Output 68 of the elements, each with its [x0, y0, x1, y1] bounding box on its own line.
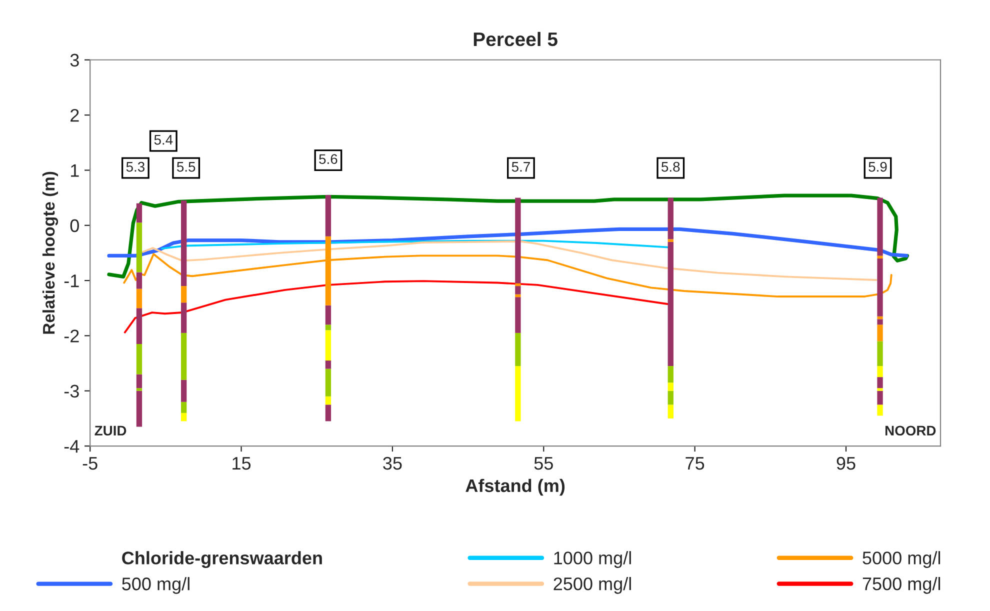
line-series [107, 227, 908, 258]
bar [877, 404, 883, 416]
x-tick-label: -5 [82, 457, 98, 470]
x-tick-label: 15 [232, 457, 251, 470]
line-series [124, 280, 670, 334]
bar [515, 297, 521, 333]
y-tick-label: -3 [64, 384, 79, 398]
y-tick-label: 0 [70, 219, 79, 232]
bar [136, 203, 142, 223]
bar [136, 388, 142, 391]
annotation: 5.3 [126, 162, 144, 172]
x-tick-label: 55 [534, 457, 553, 470]
y-tick-label: -4 [64, 440, 80, 453]
line-series [142, 240, 878, 281]
bar [136, 308, 142, 344]
bar [877, 256, 883, 258]
bar [180, 200, 187, 286]
annotation: 5.8 [662, 162, 680, 172]
legend-label: 1000 mg/l [554, 551, 631, 568]
bar [180, 380, 187, 402]
bar [180, 332, 187, 380]
bar [515, 283, 521, 286]
bar [180, 302, 187, 333]
bar [668, 404, 674, 418]
y-tick-label: -1 [64, 274, 79, 288]
legend-label: 5000 mg/l [862, 551, 940, 568]
annotation: 5.5 [176, 162, 196, 172]
chart-title: Perceel 5 [474, 32, 558, 46]
annotation: 5.7 [512, 162, 530, 172]
annotation: 5.4 [154, 135, 173, 145]
x-tick-label: 35 [383, 456, 402, 470]
annotation: ZUID [94, 426, 126, 436]
bar [180, 286, 187, 303]
x-tick-label: 95 [836, 456, 856, 470]
y-tick-label: -2 [64, 330, 79, 342]
y-axis-title: Relatieve hoogte (m) [42, 172, 58, 334]
bar [136, 288, 142, 308]
bar [136, 272, 142, 289]
bar [136, 344, 142, 374]
bar [515, 366, 521, 422]
bar [180, 412, 187, 422]
bar [136, 374, 142, 388]
annotation: 5.6 [319, 154, 338, 164]
bar [515, 332, 521, 366]
bar [668, 242, 674, 366]
legend-label: 500 mg/l [122, 577, 190, 594]
annotation: 5.9 [868, 162, 887, 172]
legend-label: 7500 mg/l [862, 576, 940, 594]
bar [325, 305, 332, 325]
annotation: NOORD [885, 426, 936, 436]
bar [668, 366, 674, 383]
bar [877, 258, 883, 316]
bar [180, 402, 187, 413]
bar [668, 198, 674, 240]
y-tick-label: 3 [70, 54, 79, 67]
bar [668, 239, 674, 242]
bar [515, 198, 521, 284]
line-series [107, 194, 910, 278]
legend-label: 2500 mg/l [554, 576, 631, 594]
y-tick-label: 1 [71, 164, 79, 177]
bar [515, 286, 521, 294]
x-tick-label: 75 [686, 457, 704, 470]
x-axis-title: Afstand (m) [466, 478, 565, 496]
legend-title: Chloride-grenswaarden [122, 551, 322, 568]
y-tick-label: 2 [70, 108, 79, 122]
bar [668, 390, 674, 405]
bar [325, 195, 332, 236]
bar [877, 198, 883, 256]
